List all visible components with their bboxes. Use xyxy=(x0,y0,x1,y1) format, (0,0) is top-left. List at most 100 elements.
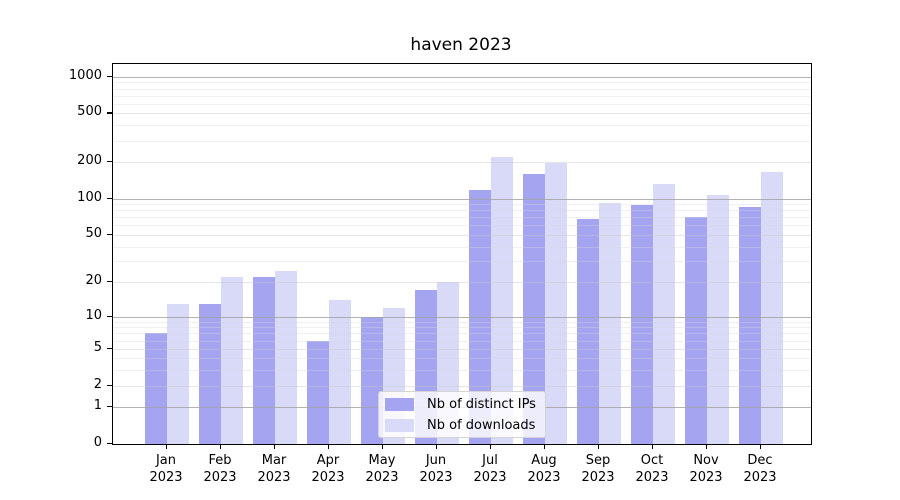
minor-gridline xyxy=(113,103,811,105)
bar-oct-distinct-ips xyxy=(631,205,653,444)
x-tick-label-aug: Aug 2023 xyxy=(527,453,561,485)
light-gridline xyxy=(113,113,811,115)
y-tick-label-10: 10 xyxy=(85,307,102,323)
bar-nov-downloads xyxy=(707,194,729,444)
minor-gridline xyxy=(113,204,811,206)
x-tick-mark xyxy=(652,444,654,449)
major-gridline xyxy=(113,76,811,78)
bar-dec-downloads xyxy=(761,172,783,444)
minor-gridline xyxy=(113,210,811,212)
x-tick-mark xyxy=(598,444,600,449)
minor-gridline xyxy=(113,225,811,227)
y-tick-label-100: 100 xyxy=(77,189,102,205)
y-tick-label-50: 50 xyxy=(85,225,102,241)
minor-gridline xyxy=(113,333,811,335)
bar-mar-downloads xyxy=(275,270,297,444)
y-tick-label-2: 2 xyxy=(93,376,102,392)
bar-may-distinct-ips xyxy=(361,316,383,444)
y-tick-label-200: 200 xyxy=(77,153,102,168)
chart-title: haven 2023 xyxy=(410,35,512,55)
x-tick-mark xyxy=(706,444,708,449)
legend-entry-distinct-ips: Nb of distinct IPs xyxy=(385,397,537,412)
x-tick-label-dec: Dec 2023 xyxy=(743,453,777,485)
y-tick-label-5: 5 xyxy=(93,339,102,355)
y-tick-label-20: 20 xyxy=(85,273,102,289)
minor-gridline xyxy=(113,246,811,248)
light-gridline xyxy=(113,234,811,236)
light-gridline xyxy=(113,282,811,284)
x-tick-label-feb: Feb 2023 xyxy=(203,453,237,485)
x-tick-mark xyxy=(274,444,276,449)
legend-label-downloads: Nb of downloads xyxy=(427,417,536,433)
major-gridline xyxy=(113,316,811,318)
x-tick-mark xyxy=(544,444,546,449)
y-tick-label-500: 500 xyxy=(77,104,102,120)
legend: Nb of distinct IPs Nb of downloads xyxy=(378,391,546,438)
y-tick-mark xyxy=(107,315,112,317)
bar-oct-downloads xyxy=(653,183,675,444)
bar-feb-downloads xyxy=(221,277,243,444)
light-gridline xyxy=(113,162,811,163)
minor-gridline xyxy=(113,340,811,342)
legend-swatch-distinct-ips xyxy=(385,397,414,411)
minor-gridline xyxy=(113,327,811,329)
x-tick-mark xyxy=(490,444,492,449)
y-tick-mark xyxy=(107,281,112,283)
x-tick-label-jul: Jul 2023 xyxy=(473,453,507,485)
x-tick-mark xyxy=(220,444,222,449)
minor-gridline xyxy=(113,82,811,84)
x-tick-label-sep: Sep 2023 xyxy=(581,453,615,485)
bar-dec-distinct-ips xyxy=(739,206,761,444)
bar-aug-downloads xyxy=(545,163,567,444)
y-tick-mark xyxy=(107,233,112,236)
legend-label-distinct-ips: Nb of distinct IPs xyxy=(427,396,536,412)
x-tick-label-apr: Apr 2023 xyxy=(311,453,345,485)
bar-aug-distinct-ips xyxy=(523,174,545,444)
y-tick-label-1000: 1000 xyxy=(68,67,102,83)
bar-feb-distinct-ips xyxy=(199,303,221,444)
legend-entry-downloads: Nb of downloads xyxy=(385,418,537,433)
minor-gridline xyxy=(113,95,811,97)
x-tick-label-mar: Mar 2023 xyxy=(257,453,291,485)
bar-nov-distinct-ips xyxy=(685,217,707,444)
y-tick-mark xyxy=(107,161,112,163)
minor-gridline xyxy=(113,370,811,372)
bar-jul-downloads xyxy=(491,157,513,444)
x-tick-label-jun: Jun 2023 xyxy=(419,453,453,485)
bar-sep-downloads xyxy=(599,203,621,444)
bar-jan-distinct-ips xyxy=(145,333,167,444)
bar-apr-distinct-ips xyxy=(307,340,329,444)
y-tick-mark xyxy=(107,112,112,114)
x-tick-mark xyxy=(166,444,168,449)
legend-swatch-downloads xyxy=(385,418,414,432)
plot-area xyxy=(112,63,812,445)
x-tick-mark xyxy=(328,444,330,449)
light-gridline xyxy=(113,348,811,350)
x-tick-label-jan: Jan 2023 xyxy=(149,453,183,485)
x-tick-mark xyxy=(436,444,438,449)
y-tick-mark xyxy=(107,443,112,445)
y-tick-mark xyxy=(107,384,112,386)
y-tick-mark xyxy=(107,347,112,350)
minor-gridline xyxy=(113,125,811,127)
minor-gridline xyxy=(113,217,811,219)
x-tick-label-nov: Nov 2023 xyxy=(689,453,723,485)
y-tick-mark xyxy=(107,406,112,408)
y-tick-mark xyxy=(107,75,112,77)
y-tick-mark xyxy=(107,197,112,199)
minor-gridline xyxy=(113,358,811,360)
x-tick-label-may: May 2023 xyxy=(365,453,399,485)
y-tick-label-0: 0 xyxy=(93,435,102,450)
bar-mar-distinct-ips xyxy=(253,277,275,444)
major-gridline xyxy=(113,198,811,200)
minor-gridline xyxy=(113,321,811,323)
minor-gridline xyxy=(113,88,811,90)
minor-gridline xyxy=(113,261,811,263)
light-gridline xyxy=(113,385,811,387)
minor-gridline xyxy=(113,140,811,142)
x-tick-label-oct: Oct 2023 xyxy=(635,453,669,485)
x-tick-mark xyxy=(382,444,384,449)
x-tick-mark xyxy=(760,444,762,449)
y-tick-label-1: 1 xyxy=(93,398,102,414)
